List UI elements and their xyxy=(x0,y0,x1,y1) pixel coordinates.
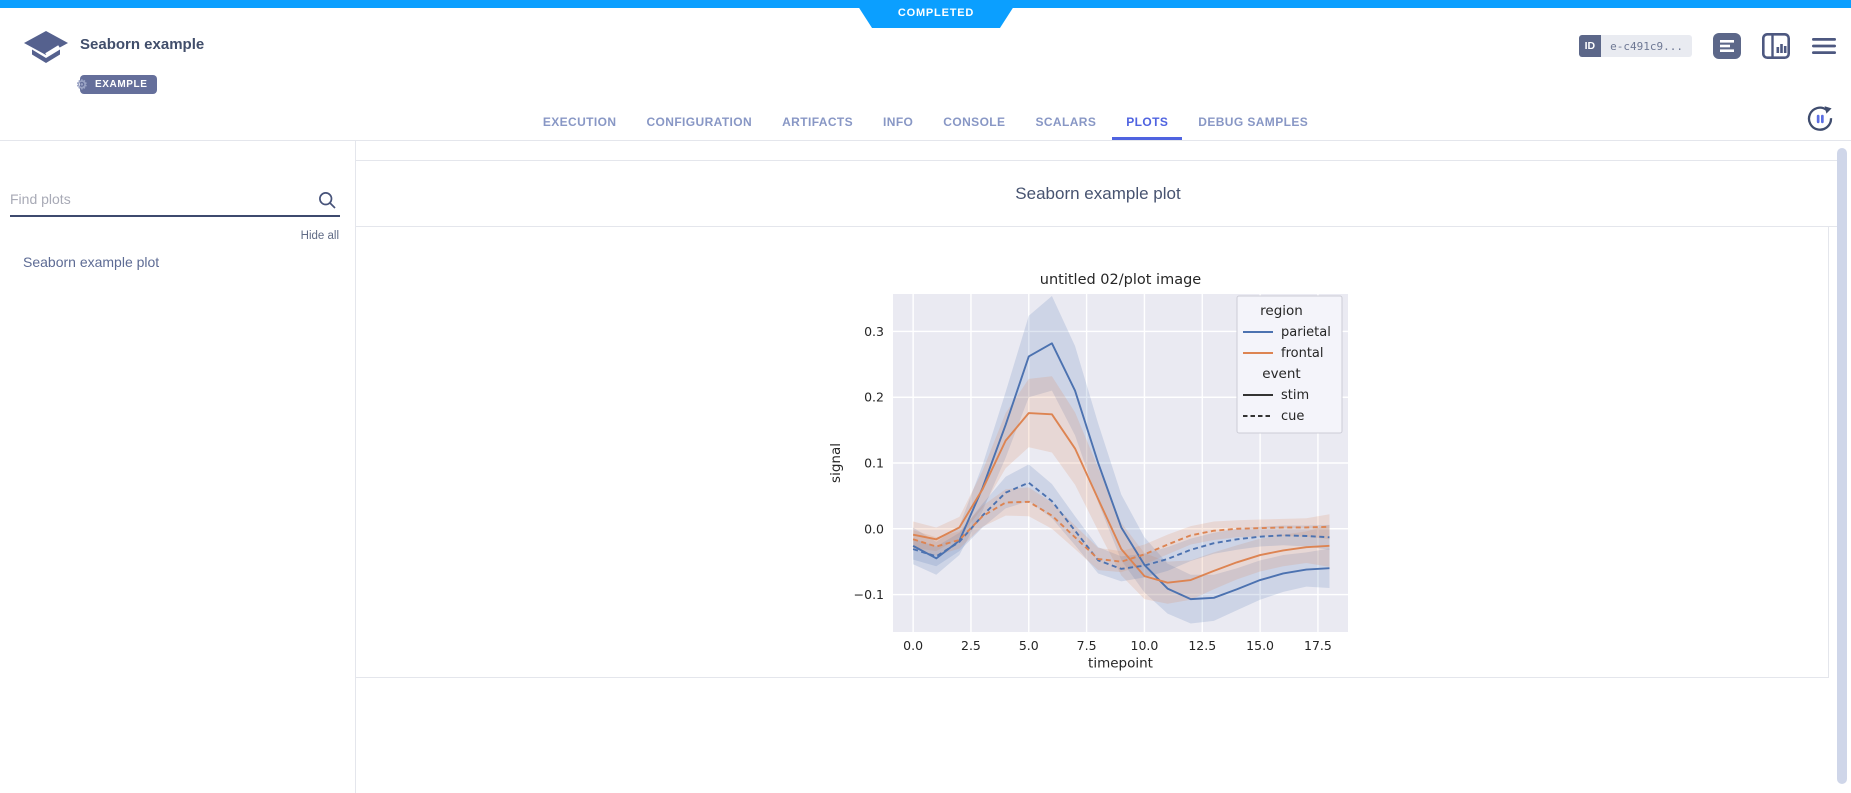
search-input[interactable] xyxy=(10,185,310,213)
svg-text:parietal: parietal xyxy=(1281,325,1331,340)
svg-text:5.0: 5.0 xyxy=(1019,638,1039,653)
seaborn-figure[interactable]: 0.0 2.5 5.0 7.5 10.0 12.5 15.0 17.5 −0.1 0.0 0.1 0.… xyxy=(826,262,1381,677)
experiment-details-icon xyxy=(1713,33,1741,59)
svg-text:0.2: 0.2 xyxy=(864,390,884,405)
svg-text:frontal: frontal xyxy=(1281,346,1324,361)
seaborn-plot-svg: 0.0 2.5 5.0 7.5 10.0 12.5 15.0 17.5 −0.1 0.0 0.1 0.… xyxy=(828,272,1348,672)
experiment-id-chip[interactable]: ID e-c491c9... xyxy=(1578,35,1692,57)
menu-icon xyxy=(1812,38,1836,54)
plot-group-header: Seaborn example plot xyxy=(356,160,1840,227)
plot-group-title: Seaborn example plot xyxy=(1015,183,1181,203)
svg-text:event: event xyxy=(1262,366,1300,382)
example-badge: ⚙ EXAMPLE xyxy=(76,75,157,94)
search-icon[interactable] xyxy=(317,190,338,216)
svg-text:0.0: 0.0 xyxy=(864,521,884,536)
auto-refresh-button[interactable] xyxy=(1805,104,1835,139)
svg-text:cue: cue xyxy=(1281,409,1304,424)
svg-text:untitled 02/plot image: untitled 02/plot image xyxy=(1040,272,1202,288)
status-label: COMPLETED xyxy=(897,6,975,19)
tab-plots[interactable]: PLOTS xyxy=(1112,106,1183,140)
tab-console[interactable]: CONSOLE xyxy=(943,114,1006,129)
tab-info[interactable]: INFO xyxy=(883,114,914,129)
tab-configuration[interactable]: CONFIGURATION xyxy=(646,114,753,129)
svg-text:0.0: 0.0 xyxy=(903,638,923,653)
tabbar-divider xyxy=(0,140,1851,141)
app-logo xyxy=(22,30,70,75)
svg-text:signal: signal xyxy=(828,443,844,483)
svg-text:stim: stim xyxy=(1281,388,1309,403)
gear-icon: ⚙ xyxy=(76,77,89,92)
header-actions: ID e-c491c9... xyxy=(1578,33,1837,59)
vertical-scrollbar[interactable] xyxy=(1837,148,1847,784)
svg-text:17.5: 17.5 xyxy=(1304,638,1332,653)
experiment-title: Seaborn example xyxy=(80,36,205,53)
plot-search xyxy=(10,185,340,217)
svg-text:timepoint: timepoint xyxy=(1088,656,1153,672)
tab-bar: EXECUTION CONFIGURATION ARTIFACTS INFO C… xyxy=(0,106,1851,140)
plots-sidebar: Hide all Seaborn example plot xyxy=(0,141,356,793)
menu-button[interactable] xyxy=(1811,36,1837,56)
svg-text:−0.1: −0.1 xyxy=(854,587,884,602)
svg-text:12.5: 12.5 xyxy=(1188,638,1216,653)
info-panel-button[interactable] xyxy=(1762,33,1790,59)
id-label: ID xyxy=(1578,35,1602,57)
hide-all-link[interactable]: Hide all xyxy=(300,230,339,242)
status-badge: COMPLETED xyxy=(854,0,1018,28)
experiment-type-icon xyxy=(24,31,68,63)
tab-artifacts[interactable]: ARTIFACTS xyxy=(782,114,854,129)
example-badge-label: EXAMPLE xyxy=(95,79,148,90)
svg-text:0.1: 0.1 xyxy=(864,456,884,471)
tab-scalars[interactable]: SCALARS xyxy=(1035,114,1097,129)
svg-text:15.0: 15.0 xyxy=(1246,638,1274,653)
svg-text:region: region xyxy=(1260,303,1303,319)
svg-text:7.5: 7.5 xyxy=(1077,638,1097,653)
tab-debug-samples[interactable]: DEBUG SAMPLES xyxy=(1198,114,1309,129)
svg-text:2.5: 2.5 xyxy=(961,638,981,653)
svg-text:10.0: 10.0 xyxy=(1131,638,1159,653)
auto-refresh-icon xyxy=(1807,106,1833,131)
sidebar-item-seaborn-example-plot[interactable]: Seaborn example plot xyxy=(23,254,160,270)
experiment-details-button[interactable] xyxy=(1713,33,1741,59)
id-value: e-c491c9... xyxy=(1601,35,1692,57)
tab-execution[interactable]: EXECUTION xyxy=(542,114,617,129)
info-panel-icon xyxy=(1762,33,1790,59)
svg-text:0.3: 0.3 xyxy=(864,324,884,339)
